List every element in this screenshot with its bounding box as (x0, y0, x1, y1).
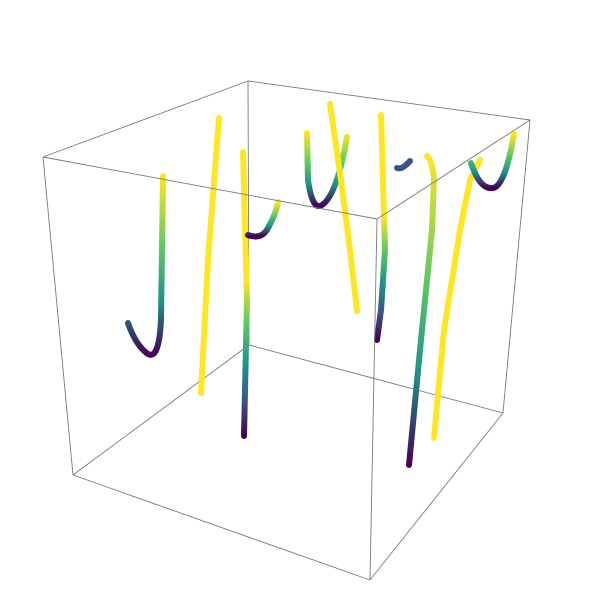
tube-2 (198, 115, 222, 396)
box-edge (247, 80, 531, 121)
box-edge (248, 344, 504, 414)
box-edge (42, 156, 378, 220)
tube-3 (240, 149, 250, 439)
tube-9 (406, 153, 437, 468)
tube-11 (468, 131, 517, 192)
box-edge (369, 218, 378, 581)
box-edge (72, 344, 250, 476)
tube-7 (374, 112, 388, 343)
tube-8 (394, 158, 413, 172)
box-edge (42, 80, 249, 158)
tube-1 (125, 173, 166, 358)
box-edge (369, 412, 504, 581)
box-edge (72, 474, 371, 581)
bounding-box-front (42, 119, 531, 581)
box-edge (42, 156, 74, 476)
tube-6 (327, 101, 360, 314)
bounding-box-back (42, 80, 531, 476)
tube-group (125, 101, 517, 468)
box-edge (502, 119, 531, 414)
box-edge (376, 119, 531, 220)
tube-4 (245, 199, 281, 240)
